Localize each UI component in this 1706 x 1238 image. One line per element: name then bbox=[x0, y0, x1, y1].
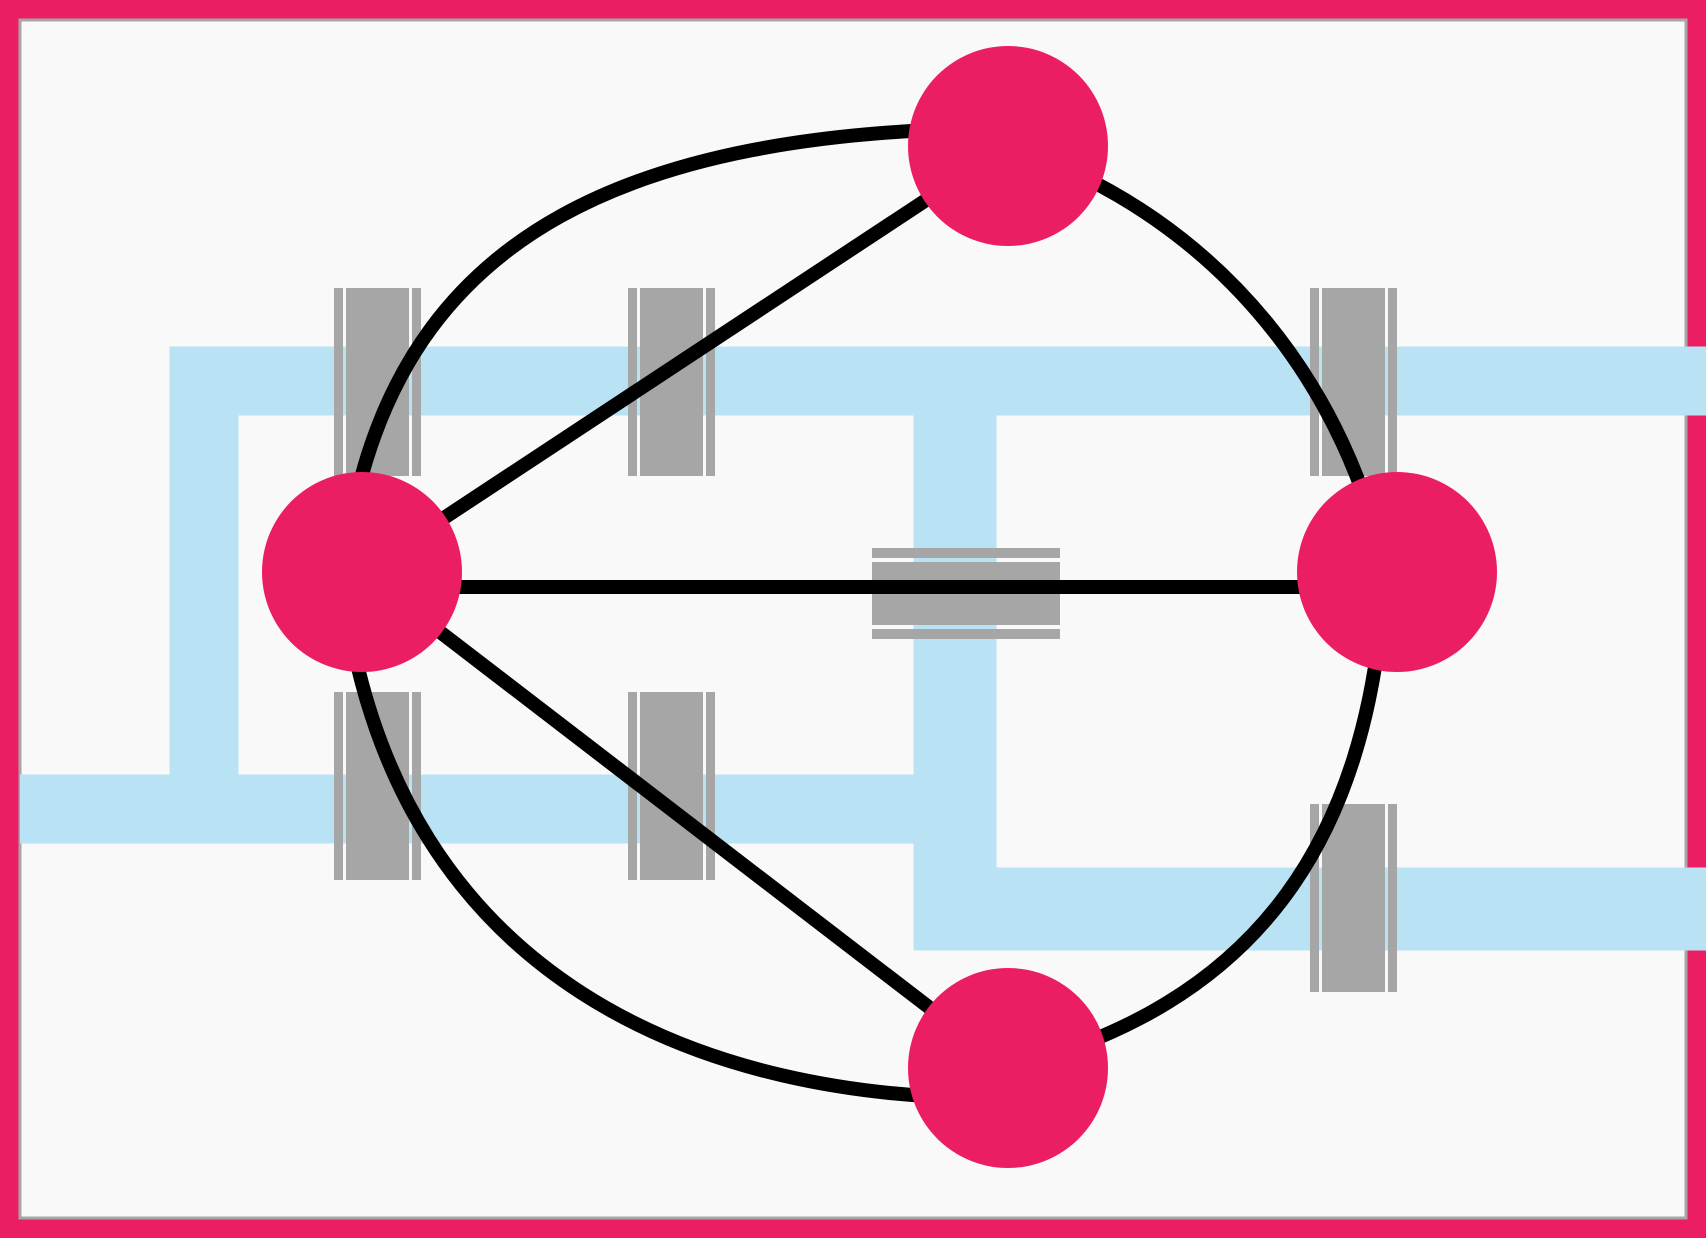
bridge-rail bbox=[1388, 804, 1397, 992]
bridge-rail bbox=[872, 548, 1060, 558]
edge-bottom-right-arc bbox=[1001, 565, 1392, 1075]
bridge-rail bbox=[1310, 804, 1319, 992]
bridge-rail bbox=[706, 288, 715, 476]
graph-nodes bbox=[262, 46, 1497, 1168]
edge-top-left-diagonal bbox=[355, 139, 1015, 579]
bridge-icon bbox=[1322, 804, 1385, 992]
bridge-rail bbox=[412, 692, 421, 880]
bridge-rail bbox=[412, 288, 421, 476]
node-north bbox=[908, 46, 1108, 246]
edge-bottom-left-arc bbox=[338, 593, 1015, 1106]
bridge-rail bbox=[334, 288, 343, 476]
node-east bbox=[1297, 472, 1497, 672]
bridge-rail bbox=[1388, 288, 1397, 476]
bridge-rail bbox=[334, 692, 343, 880]
bridge-rail bbox=[872, 629, 1060, 639]
bridge-lower-right bbox=[1310, 804, 1397, 992]
node-south bbox=[908, 968, 1108, 1168]
node-west bbox=[262, 472, 462, 672]
bridge-rail bbox=[706, 692, 715, 880]
bridge-icon bbox=[1322, 288, 1385, 476]
bridge-rail bbox=[628, 288, 637, 476]
edge-top-left-arc bbox=[351, 121, 1015, 497]
edge-bottom-left-diagonal bbox=[355, 565, 1015, 1075]
bridge-upper-right bbox=[1310, 288, 1397, 476]
